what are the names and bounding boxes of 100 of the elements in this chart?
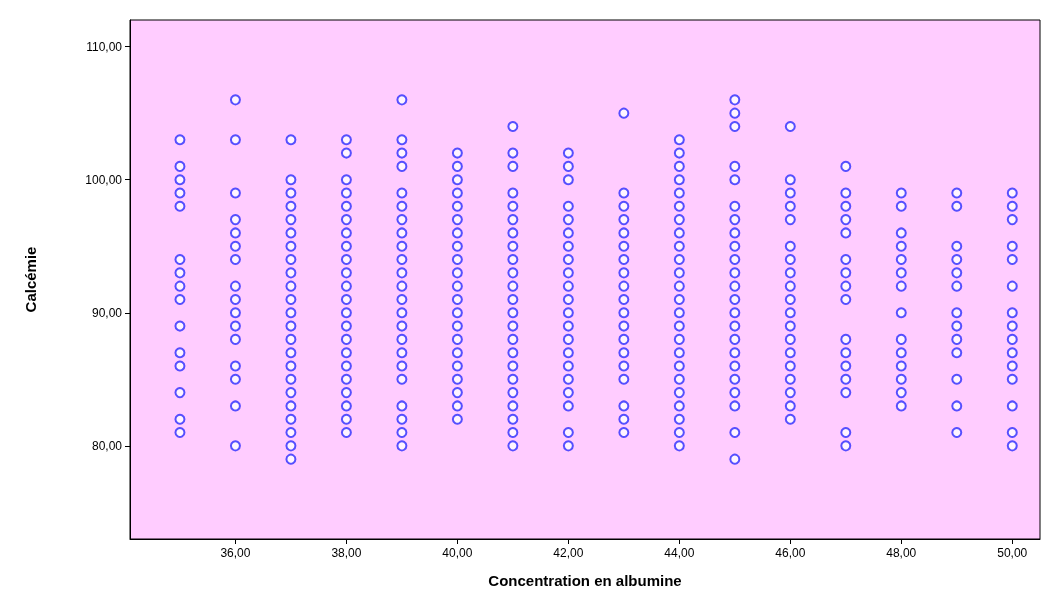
- point: [285, 267, 297, 279]
- point: [451, 333, 463, 345]
- point: [895, 200, 907, 212]
- point: [1006, 427, 1018, 439]
- point: [396, 280, 408, 292]
- point: [840, 187, 852, 199]
- point: [507, 120, 519, 132]
- point: [618, 333, 630, 345]
- point: [562, 440, 574, 452]
- point: [784, 360, 796, 372]
- point: [729, 227, 741, 239]
- point: [895, 400, 907, 412]
- point: [840, 254, 852, 266]
- point: [729, 360, 741, 372]
- point: [1006, 360, 1018, 372]
- x-tick-label: 44,00: [664, 546, 695, 560]
- point: [340, 254, 352, 266]
- point: [951, 267, 963, 279]
- point: [729, 160, 741, 172]
- point: [562, 214, 574, 226]
- point: [840, 227, 852, 239]
- point: [618, 240, 630, 252]
- point: [229, 373, 241, 385]
- point: [951, 200, 963, 212]
- point: [729, 200, 741, 212]
- point: [507, 293, 519, 305]
- y-axis-title: Calcémie: [22, 246, 39, 313]
- point: [840, 427, 852, 439]
- point: [618, 373, 630, 385]
- point: [673, 160, 685, 172]
- point: [840, 280, 852, 292]
- point: [562, 240, 574, 252]
- point: [895, 387, 907, 399]
- point: [895, 307, 907, 319]
- point: [396, 94, 408, 106]
- point: [396, 360, 408, 372]
- point: [729, 240, 741, 252]
- point: [840, 373, 852, 385]
- point: [174, 187, 186, 199]
- y-tick-label: 90,00: [91, 305, 123, 320]
- point: [673, 200, 685, 212]
- point: [451, 293, 463, 305]
- point: [340, 333, 352, 345]
- point: [507, 347, 519, 359]
- point: [229, 280, 241, 292]
- point: [396, 373, 408, 385]
- point: [285, 280, 297, 292]
- point: [1006, 214, 1018, 226]
- point: [507, 333, 519, 345]
- point: [562, 254, 574, 266]
- point: [229, 254, 241, 266]
- point: [618, 280, 630, 292]
- point: [285, 320, 297, 332]
- point: [618, 107, 630, 119]
- point: [174, 160, 186, 172]
- point: [229, 240, 241, 252]
- point: [562, 267, 574, 279]
- point: [562, 373, 574, 385]
- point: [396, 214, 408, 226]
- point: [673, 320, 685, 332]
- point: [1006, 373, 1018, 385]
- point: [229, 333, 241, 345]
- point: [285, 347, 297, 359]
- point: [562, 174, 574, 186]
- point: [784, 187, 796, 199]
- point: [174, 254, 186, 266]
- x-tick-label: 46,00: [775, 546, 806, 560]
- point: [507, 187, 519, 199]
- point: [673, 240, 685, 252]
- point: [784, 320, 796, 332]
- point: [562, 293, 574, 305]
- point: [729, 400, 741, 412]
- point: [1006, 400, 1018, 412]
- point: [673, 227, 685, 239]
- point: [451, 400, 463, 412]
- point: [396, 347, 408, 359]
- point: [285, 227, 297, 239]
- point: [618, 293, 630, 305]
- point: [229, 134, 241, 146]
- point: [840, 347, 852, 359]
- point: [285, 240, 297, 252]
- point: [451, 267, 463, 279]
- point: [895, 373, 907, 385]
- point: [507, 440, 519, 452]
- point: [840, 160, 852, 172]
- point: [784, 373, 796, 385]
- point: [673, 427, 685, 439]
- point: [340, 214, 352, 226]
- point: [895, 187, 907, 199]
- point: [618, 360, 630, 372]
- point: [618, 200, 630, 212]
- point: [784, 120, 796, 132]
- point: [784, 293, 796, 305]
- point: [618, 320, 630, 332]
- point: [784, 307, 796, 319]
- point: [229, 293, 241, 305]
- point: [507, 427, 519, 439]
- point: [507, 267, 519, 279]
- x-tick-label: 50,00: [997, 546, 1028, 560]
- point: [951, 307, 963, 319]
